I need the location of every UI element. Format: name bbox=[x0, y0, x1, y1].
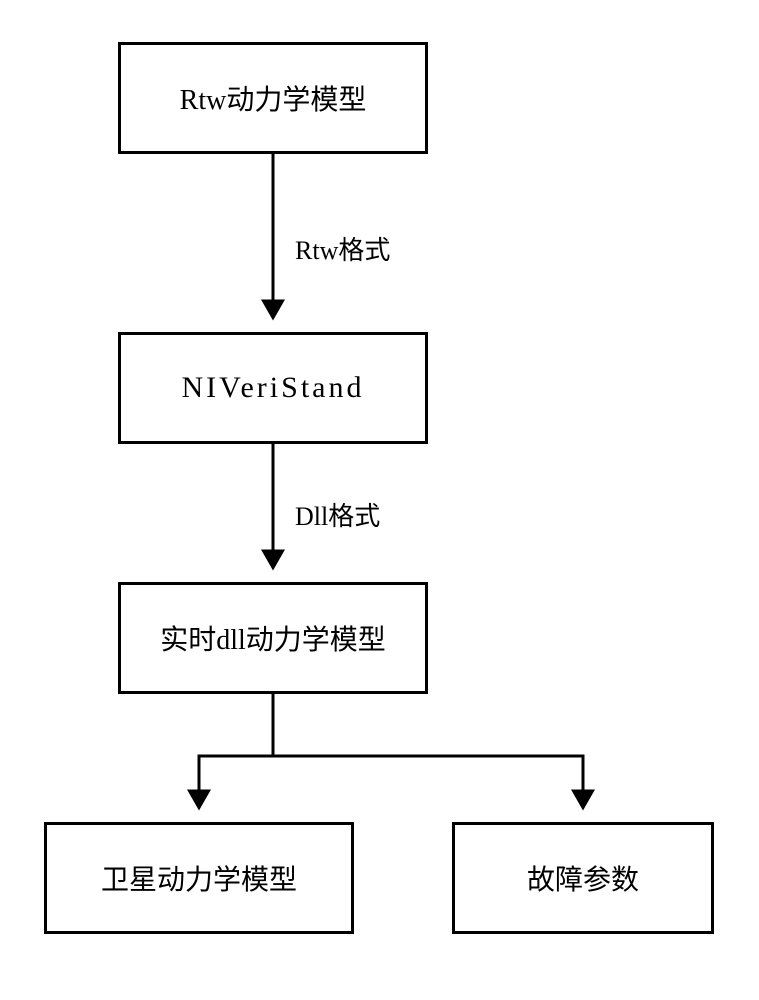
edge-n3-n5 bbox=[273, 694, 583, 806]
edge-label-dll-format: Dll格式 bbox=[295, 496, 380, 533]
node-satellite-dynamics-model: 卫星动力学模型 bbox=[44, 822, 354, 934]
edge-n3-n4 bbox=[199, 694, 273, 806]
node-label: NIVeriStand bbox=[182, 371, 365, 405]
node-label: 故障参数 bbox=[527, 858, 639, 898]
node-label: 实时dll动力学模型 bbox=[160, 618, 386, 658]
node-ni-veristand: NIVeriStand bbox=[118, 332, 428, 444]
node-label: 卫星动力学模型 bbox=[101, 858, 297, 898]
node-rtw-dynamics-model: Rtw动力学模型 bbox=[118, 42, 428, 154]
node-label: Rtw动力学模型 bbox=[180, 78, 367, 118]
node-fault-parameters: 故障参数 bbox=[452, 822, 714, 934]
node-realtime-dll-dynamics-model: 实时dll动力学模型 bbox=[118, 582, 428, 694]
edge-label-rtw-format: Rtw格式 bbox=[295, 230, 390, 267]
